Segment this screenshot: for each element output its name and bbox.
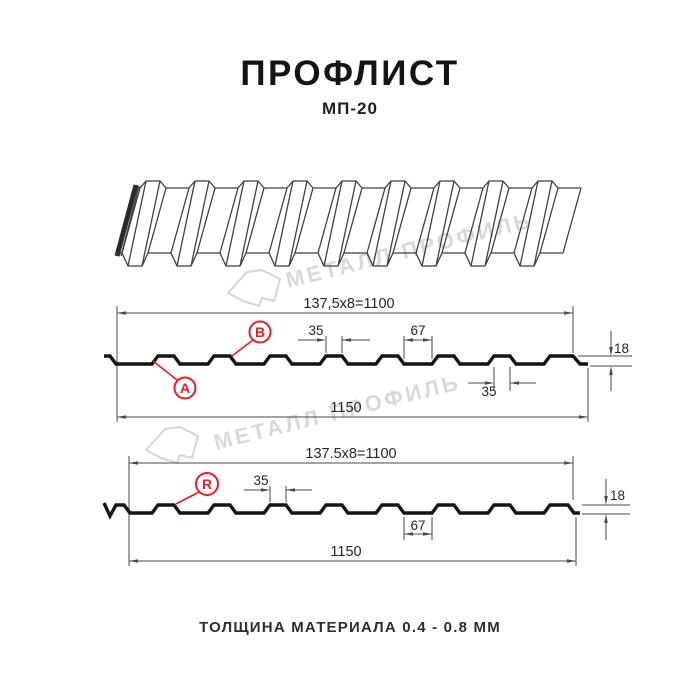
- dim-overall-width: 1150: [330, 544, 361, 560]
- profile-section-top: 137,5x8=1100 35 67 35 18 1150: [104, 296, 632, 422]
- label-r: R: [202, 476, 212, 492]
- dim-overall-width: 1150: [330, 400, 361, 416]
- profile-section-bottom: 137.5x8=1100 35 67 18 1150 R: [102, 446, 630, 566]
- callout-r-circle: [195, 472, 219, 496]
- page-title: ПРОФЛИСТ: [240, 54, 460, 93]
- metal-profil-logo-icon: [145, 426, 199, 464]
- metal-profil-logo-icon: [227, 269, 281, 307]
- dim-rib-height: 18: [610, 488, 625, 503]
- callout-a-circle: [173, 376, 197, 400]
- dim-rib-height: 18: [614, 341, 629, 356]
- dim-covering-width: 137.5x8=1100: [305, 446, 396, 462]
- page-subtitle: МП-20: [322, 99, 378, 118]
- dim-rib-top-width: 35: [308, 323, 323, 338]
- watermark-text: МЕТАЛЛ ПРОФИЛЬ: [283, 207, 535, 293]
- callout-b-circle: [248, 320, 272, 344]
- sheet-cut-edge: [114, 184, 139, 257]
- sheet-3d-view: [114, 180, 582, 267]
- dim-valley-width: 67: [410, 518, 425, 533]
- label-b: B: [255, 324, 265, 340]
- profile-outline-top: [104, 354, 588, 366]
- profile-outline-bottom: [102, 502, 580, 520]
- dim-rib-top-width: 35: [253, 473, 268, 488]
- dim-rib-base-width: 35: [481, 384, 496, 399]
- dim-covering-width: 137,5x8=1100: [303, 296, 394, 312]
- label-a: A: [180, 380, 190, 396]
- sheet-right-edge: [562, 187, 582, 254]
- thickness-note: ТОЛЩИНА МАТЕРИАЛА 0.4 - 0.8 ММ: [199, 619, 501, 636]
- dim-valley-width: 67: [410, 323, 425, 338]
